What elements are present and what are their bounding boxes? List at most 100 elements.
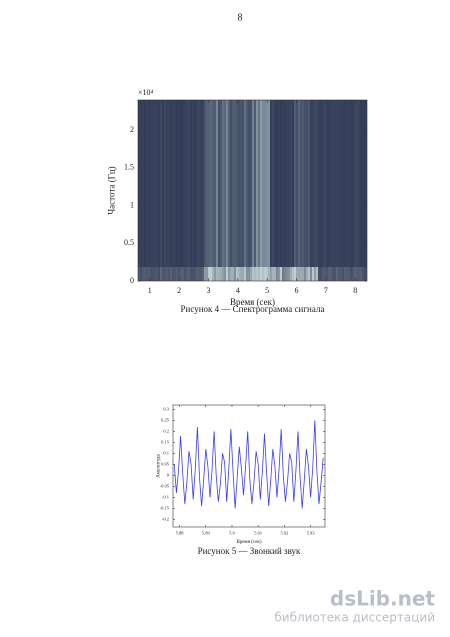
x-axis-label: Время (сек)	[230, 297, 275, 307]
spectrogram-texture	[172, 267, 174, 281]
spectrogram-texture	[142, 267, 144, 281]
spectrogram-texture	[256, 100, 258, 281]
spectrogram-texture	[320, 267, 322, 281]
spectrogram-texture	[162, 100, 164, 281]
spectrogram-texture	[346, 267, 348, 281]
spectrogram-texture	[248, 100, 250, 281]
spectrogram-texture	[308, 267, 310, 281]
spectrogram-texture	[274, 100, 276, 281]
spectrogram-texture	[138, 267, 140, 281]
spectrogram-texture	[300, 100, 302, 281]
x-tick-label: 5.91	[254, 531, 262, 536]
spectrogram-texture	[160, 100, 162, 281]
spectrogram-texture	[306, 267, 308, 281]
spectrogram-texture	[172, 100, 174, 281]
spectrogram-texture	[332, 267, 334, 281]
plot-frame	[172, 404, 326, 528]
spectrogram-texture	[298, 100, 300, 281]
spectrogram-texture	[294, 100, 296, 281]
spectrogram-texture	[206, 267, 208, 281]
spectrogram-texture	[218, 100, 220, 281]
spectrogram-texture	[330, 100, 332, 281]
spectrogram-texture	[200, 267, 202, 281]
spectrogram-texture	[212, 100, 214, 281]
spectrogram-texture	[342, 267, 344, 281]
spectrogram-texture	[158, 267, 160, 281]
spectrogram-texture	[362, 100, 364, 281]
y-tick-label: 0.05	[161, 461, 170, 466]
spectrogram-texture	[160, 267, 162, 281]
spectrogram-texture	[294, 267, 296, 281]
spectrogram-texture	[298, 267, 300, 281]
spectrogram-texture	[174, 100, 176, 281]
spectrogram-texture	[206, 100, 208, 281]
spectrogram-texture	[170, 100, 172, 281]
spectrogram-texture	[312, 100, 314, 281]
spectrogram-texture	[150, 267, 152, 281]
spectrogram-texture	[296, 100, 298, 281]
spectrogram-texture	[178, 100, 180, 281]
spectrogram-texture	[282, 267, 284, 281]
spectrogram-texture	[308, 100, 310, 281]
spectrogram-texture	[188, 267, 190, 281]
spectrogram-texture	[192, 267, 194, 281]
spectrogram-texture	[220, 100, 222, 281]
spectrogram-texture	[234, 100, 236, 281]
spectrogram-texture	[210, 267, 212, 281]
spectrogram-texture	[214, 267, 216, 281]
spectrogram-texture	[338, 100, 340, 281]
spectrogram-texture	[162, 267, 164, 281]
spectrogram-texture	[280, 267, 282, 281]
watermark-title: dsLib.net	[330, 587, 436, 611]
spectrogram-texture	[274, 267, 276, 281]
spectrogram-texture	[150, 100, 152, 281]
spectrogram-texture	[340, 100, 342, 281]
spectrogram-texture	[328, 267, 330, 281]
spectrogram-texture	[224, 267, 226, 281]
x-tick-label: 5.89	[202, 531, 211, 536]
spectrogram-texture	[236, 100, 238, 281]
y-tick-label: 1	[130, 200, 134, 209]
spectrogram-texture	[146, 100, 148, 281]
spectrogram-texture	[214, 100, 216, 281]
x-tick-label: 1	[148, 286, 152, 295]
y-tick-label: 0	[167, 472, 170, 477]
spectrogram-texture	[360, 267, 362, 281]
spectrogram-texture	[186, 267, 188, 281]
spectrogram-texture	[152, 267, 154, 281]
spectrogram-texture	[264, 100, 266, 281]
spectrogram-texture	[276, 267, 278, 281]
spectrogram-texture	[194, 100, 196, 281]
spectrogram-texture	[288, 267, 290, 281]
spectrogram-texture	[230, 267, 232, 281]
spectrogram-texture	[348, 100, 350, 281]
spectrogram-texture	[174, 267, 176, 281]
x-axis-label: Время (сек)	[236, 540, 261, 545]
spectrogram-texture	[148, 267, 150, 281]
spectrogram-texture	[318, 267, 320, 281]
spectrogram-texture	[352, 100, 354, 281]
spectrogram-texture	[332, 100, 334, 281]
spectrogram-texture	[144, 267, 146, 281]
spectrogram-texture	[260, 267, 262, 281]
spectrogram-texture	[334, 100, 336, 281]
spectrogram-texture	[232, 100, 234, 281]
spectrogram-texture	[244, 100, 246, 281]
spectrogram-texture	[346, 100, 348, 281]
spectrogram-texture	[184, 100, 186, 281]
spectrogram-texture	[314, 267, 316, 281]
spectrogram-texture	[182, 100, 184, 281]
spectrogram-texture	[216, 267, 218, 281]
y-tick-label: 2	[130, 125, 134, 134]
spectrogram-texture	[270, 267, 272, 281]
figure-caption: Рисунок 5 — Звонкий звук	[198, 546, 301, 556]
spectrogram-texture	[282, 100, 284, 281]
x-tick-label: 5.88	[176, 531, 185, 536]
spectrogram-texture	[256, 267, 258, 281]
spectrogram-texture	[356, 100, 358, 281]
spectrogram-texture	[360, 100, 362, 281]
spectrogram-texture	[338, 267, 340, 281]
spectrogram-texture	[208, 267, 210, 281]
spectrogram-texture	[198, 267, 200, 281]
spectrogram-texture	[192, 100, 194, 281]
